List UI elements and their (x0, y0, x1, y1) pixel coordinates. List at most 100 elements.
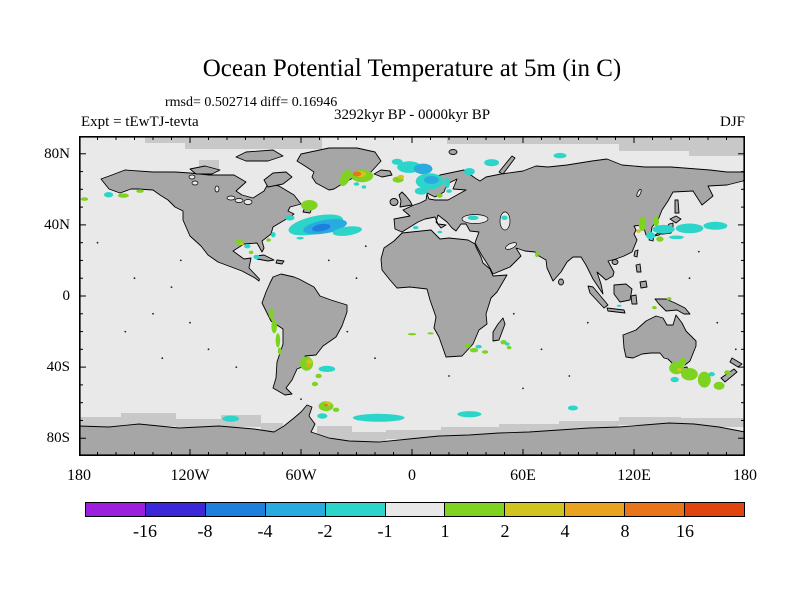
anomaly-south-georgia-orange (324, 403, 328, 407)
speckle-dot (512, 312, 515, 315)
ellesmere-island (235, 149, 284, 162)
speckle-dot (170, 286, 173, 288)
colorbar-cell-5 (384, 502, 446, 517)
colorbar-label: 4 (560, 521, 570, 541)
anomaly-banda-green (652, 306, 657, 310)
anomaly-aleutian-green (80, 197, 89, 201)
anomaly-gulf-mexico-yellow (239, 242, 244, 246)
anomaly-southern-ocean-indian-cyan (457, 411, 482, 418)
anomaly-bohai-green (638, 216, 646, 232)
anomaly-madagascar-green2 (506, 345, 512, 350)
speckle-dot (697, 250, 700, 253)
y-tick-label: 0 (62, 288, 71, 304)
speckle-dot (522, 387, 524, 390)
speckle-dot (716, 321, 719, 324)
speckle-dot (364, 245, 367, 248)
contour-speckles (96, 241, 737, 400)
season-label: DJF (719, 114, 745, 130)
speckle-dot (179, 259, 182, 262)
anomaly-southern-ocean-indian2-cyan (567, 405, 578, 411)
anomaly-east-china-cyan (646, 232, 656, 240)
sakhalin (674, 199, 680, 214)
continents-layer (79, 147, 745, 456)
new-guinea (654, 298, 691, 315)
anomaly-peninsula-green (332, 407, 340, 412)
anomaly-se-australia-green (679, 357, 687, 366)
world-map (79, 136, 745, 456)
colorbar-label: -16 (133, 521, 157, 541)
lake-erie-ontario (243, 199, 253, 205)
madagascar (492, 317, 506, 342)
java (606, 307, 626, 314)
speckle-dot (96, 241, 99, 244)
anomaly-gulf-mexico-cyan (244, 244, 251, 249)
anomaly-nz-cyan (708, 372, 715, 377)
anomaly-sargasso-cyan-dash (296, 236, 304, 240)
colorbar-label: 2 (500, 521, 510, 541)
antarctica (79, 404, 745, 456)
lake-baikal (636, 188, 642, 198)
colorbar-cell-10 (684, 502, 745, 517)
anomaly-shikoku-green (656, 236, 664, 242)
anomaly-falklands-green (311, 381, 319, 387)
experiment-label: Expt = tEwTJ-tevta (81, 114, 199, 130)
anomaly-west-med-cyan (412, 226, 419, 230)
luzon (635, 263, 642, 273)
australia (622, 314, 697, 366)
north-america (100, 169, 302, 282)
lake-winnipeg (214, 185, 220, 193)
speckle-dot (235, 366, 238, 368)
colorbar-label: -8 (197, 521, 213, 541)
lake-michigan-huron (234, 198, 244, 203)
anomaly-caribbean-cyan (253, 254, 260, 260)
great-slave-lake (191, 180, 199, 186)
anomaly-se-greenland-green (339, 169, 352, 187)
anomaly-kuroshio-dash-cyan (669, 235, 684, 240)
anomaly-denmark-strait-orange (352, 171, 362, 177)
x-tick-label: 180 (733, 467, 757, 484)
anomaly-southern-ocean-pacific-cyan (222, 415, 239, 422)
anomaly-argentine-yellow (306, 359, 313, 365)
anomaly-irminger-cyan (353, 182, 360, 186)
y-tick-label: 40N (44, 216, 70, 233)
x-tick-label: 120E (617, 467, 651, 484)
anomaly-walvis-green-dash (407, 333, 417, 336)
anomaly-bahamas-green (266, 238, 271, 242)
anomaly-tasman-green2 (681, 368, 698, 381)
anomaly-peru-coast-green (268, 308, 275, 320)
speckle-dot (327, 259, 330, 262)
speckle-dot (161, 357, 164, 360)
speckle-dot (734, 348, 737, 351)
anomaly-chatham-green (724, 370, 731, 375)
anomaly-tasman-cyan (670, 376, 679, 383)
great-bear-lake (188, 174, 196, 180)
temperature-anomaly-patches (80, 152, 731, 422)
iceland (373, 169, 393, 178)
colorbar-label: -1 (377, 521, 393, 541)
colorbar-cell-6 (444, 502, 506, 517)
map-frame (79, 136, 745, 456)
colorbar-cell-1 (144, 502, 206, 517)
anomaly-arabian-sea-green (535, 251, 539, 258)
colorbar-label: 1 (440, 521, 450, 541)
speckle-dot (133, 277, 136, 280)
sri-lanka (558, 278, 564, 286)
ireland (389, 198, 399, 206)
anomaly-madagascar-green1 (500, 340, 507, 345)
speckle-dot (207, 348, 210, 351)
colorbar-label: 8 (620, 521, 630, 541)
colorbar-cell-4 (324, 502, 386, 517)
anomaly-bass-yellow (677, 368, 682, 372)
anomaly-japan-south-cyan (652, 224, 675, 234)
plot-title: Ocean Potential Temperature at 5m (in C) (202, 55, 622, 82)
sumatra (587, 285, 609, 309)
x-tick-label: 60W (285, 467, 317, 484)
anomaly-gulf-stream-blue (312, 223, 331, 232)
anomaly-baltic-cyan (446, 189, 452, 193)
speckle-dot (448, 375, 450, 377)
anomaly-southern-ocean-atlantic-cyan (352, 413, 405, 422)
x-tick-label: 180 (67, 467, 91, 484)
anomaly-bering-sea-cyan (104, 192, 114, 198)
anomaly-iceland-north-cyan (391, 158, 403, 165)
